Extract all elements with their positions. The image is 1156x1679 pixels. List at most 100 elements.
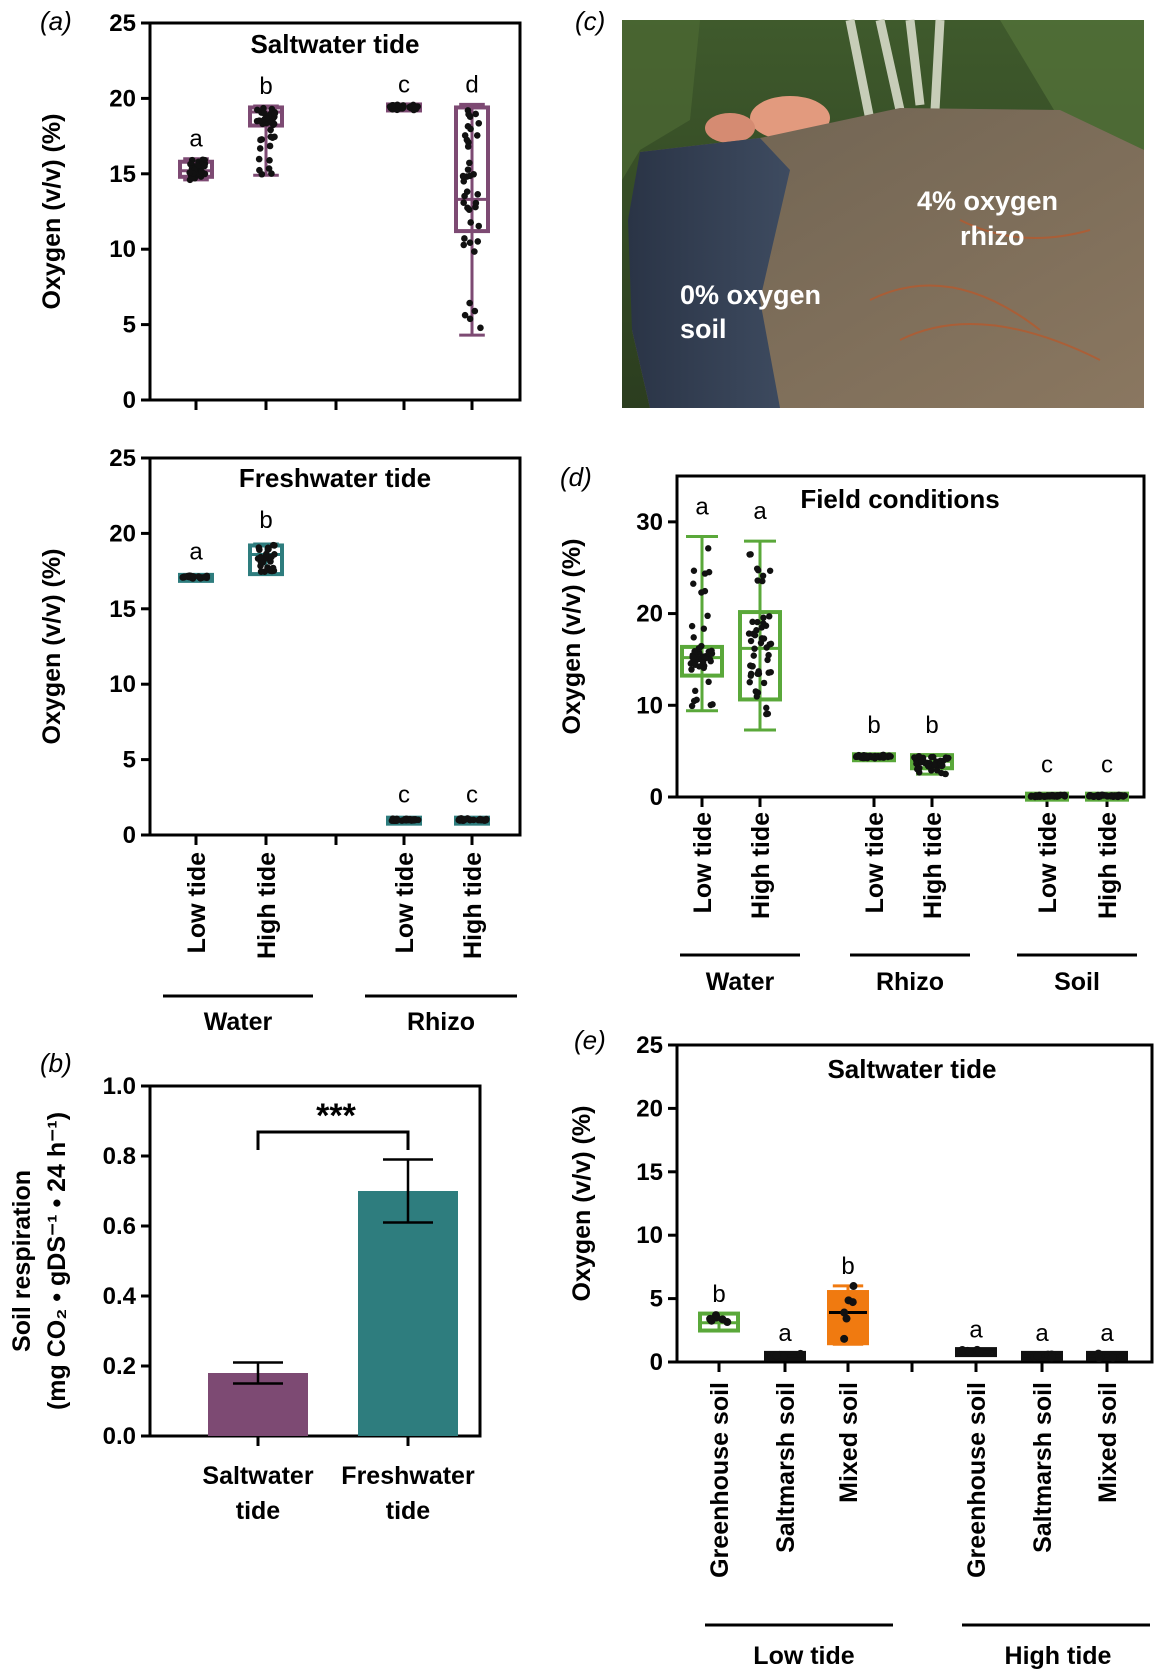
data-point bbox=[260, 104, 267, 112]
data-point bbox=[1028, 792, 1035, 800]
data-point bbox=[1086, 792, 1094, 800]
panel-label-a: (a) bbox=[40, 6, 72, 36]
data-point bbox=[767, 668, 774, 676]
data-point bbox=[855, 751, 862, 759]
data-point bbox=[464, 166, 472, 173]
data-point bbox=[747, 551, 754, 558]
data-point bbox=[394, 101, 401, 109]
data-point bbox=[471, 307, 479, 315]
y-tick-label: 1.0 bbox=[103, 1073, 136, 1100]
data-point bbox=[764, 710, 772, 717]
data-point bbox=[412, 104, 420, 111]
data-point bbox=[460, 199, 467, 207]
data-point bbox=[933, 767, 941, 774]
x-category-label: Saltmarsh soil bbox=[1029, 1382, 1057, 1553]
x-category-label-line2: tide bbox=[236, 1497, 281, 1525]
data-point bbox=[691, 648, 698, 655]
data-point bbox=[760, 620, 767, 627]
data-point bbox=[475, 222, 483, 230]
y-tick-label: 0.0 bbox=[103, 1423, 136, 1450]
data-point bbox=[259, 558, 267, 566]
data-point bbox=[700, 625, 708, 632]
data-point bbox=[763, 704, 770, 712]
chart-d-field-conditions: 0 10 20 30 Oxygen (v/v) (%) Field conditions a… bbox=[558, 474, 1146, 996]
data-point bbox=[257, 568, 265, 575]
data-point bbox=[255, 544, 263, 551]
x-category-label-line1: Freshwater bbox=[341, 1462, 475, 1490]
photo-soil-label-line1: 0% oxygen bbox=[680, 280, 821, 310]
chart-e-saltwater-soils: 0 5 10 15 20 25 Oxygen (v/v) (%) Saltwater tide… bbox=[568, 1032, 1154, 1670]
data-point bbox=[751, 645, 758, 652]
data-point bbox=[477, 324, 484, 332]
data-point bbox=[264, 546, 272, 553]
data-point bbox=[1035, 793, 1042, 800]
data-point bbox=[747, 637, 755, 645]
y-tick-label: 30 bbox=[636, 509, 663, 536]
data-point bbox=[475, 119, 483, 127]
data-point bbox=[779, 1352, 788, 1361]
data-point bbox=[265, 165, 273, 172]
data-point bbox=[701, 587, 709, 595]
y-axis-label: Oxygen (v/v) (%) bbox=[38, 549, 66, 745]
data-point bbox=[747, 672, 755, 679]
data-point bbox=[268, 553, 275, 561]
y-tick-label: 0 bbox=[650, 784, 663, 811]
plot-frame bbox=[148, 1084, 482, 1438]
x-category-label: Low tide bbox=[861, 812, 889, 913]
data-point bbox=[759, 572, 767, 580]
y-tick-label: 10 bbox=[109, 236, 136, 263]
data-point bbox=[464, 143, 472, 150]
data-point bbox=[269, 121, 277, 129]
data-point bbox=[461, 816, 469, 824]
data-point bbox=[772, 1351, 781, 1360]
data-point bbox=[706, 1314, 715, 1323]
data-point bbox=[688, 702, 696, 710]
y-tick-label: 25 bbox=[636, 1032, 663, 1059]
x-category-label: Low tide bbox=[391, 852, 419, 953]
data-point bbox=[754, 618, 761, 626]
panel-label-e: (e) bbox=[574, 1025, 606, 1055]
y-tick-label: 20 bbox=[109, 520, 136, 547]
data-point bbox=[474, 191, 482, 198]
significance-letter: b bbox=[259, 507, 272, 534]
data-point bbox=[253, 106, 261, 114]
data-point bbox=[393, 817, 401, 824]
data-point bbox=[257, 136, 264, 144]
y-tick-label: 0 bbox=[123, 822, 136, 849]
significance-letter: a bbox=[1100, 1320, 1114, 1347]
data-point bbox=[709, 701, 716, 708]
data-point bbox=[757, 639, 765, 647]
y-tick-label: 25 bbox=[109, 10, 136, 37]
plot-frame bbox=[675, 1043, 1154, 1364]
data-point bbox=[473, 132, 481, 139]
x-category-label: High tide bbox=[747, 812, 775, 919]
data-point bbox=[461, 132, 469, 139]
significance-letter: c bbox=[1101, 752, 1113, 779]
data-point bbox=[181, 573, 189, 581]
data-point bbox=[765, 651, 772, 659]
y-tick-label: 5 bbox=[123, 747, 136, 774]
data-point bbox=[464, 204, 471, 212]
data-point bbox=[844, 1296, 853, 1305]
data-point bbox=[746, 678, 753, 686]
chart-title: Field conditions bbox=[800, 484, 999, 514]
y-tick-label: 0.6 bbox=[103, 1213, 136, 1240]
data-point bbox=[918, 758, 925, 766]
x-category-label: Greenhouse soil bbox=[963, 1382, 991, 1578]
data-point bbox=[257, 553, 265, 561]
data-point bbox=[763, 644, 770, 651]
data-point bbox=[975, 1348, 984, 1357]
significance-letter: c bbox=[398, 781, 410, 808]
x-category-label: Saltmarsh soil bbox=[772, 1382, 800, 1553]
data-point bbox=[957, 1346, 966, 1355]
y-axis-label-line1: Soil respiration bbox=[8, 1170, 36, 1352]
data-point bbox=[764, 656, 771, 664]
y-tick-label: 0 bbox=[123, 387, 136, 414]
y-axis-label: Oxygen (v/v) (%) bbox=[558, 539, 586, 735]
chart-a-saltwater: 0 5 10 15 20 25 Oxygen (v/v) (%) Saltwater tide… bbox=[38, 10, 522, 414]
y-tick-label: 15 bbox=[636, 1159, 663, 1186]
data-point bbox=[690, 567, 698, 574]
significance-letter: b bbox=[867, 712, 880, 739]
data-point bbox=[688, 622, 696, 630]
data-point bbox=[410, 817, 417, 824]
